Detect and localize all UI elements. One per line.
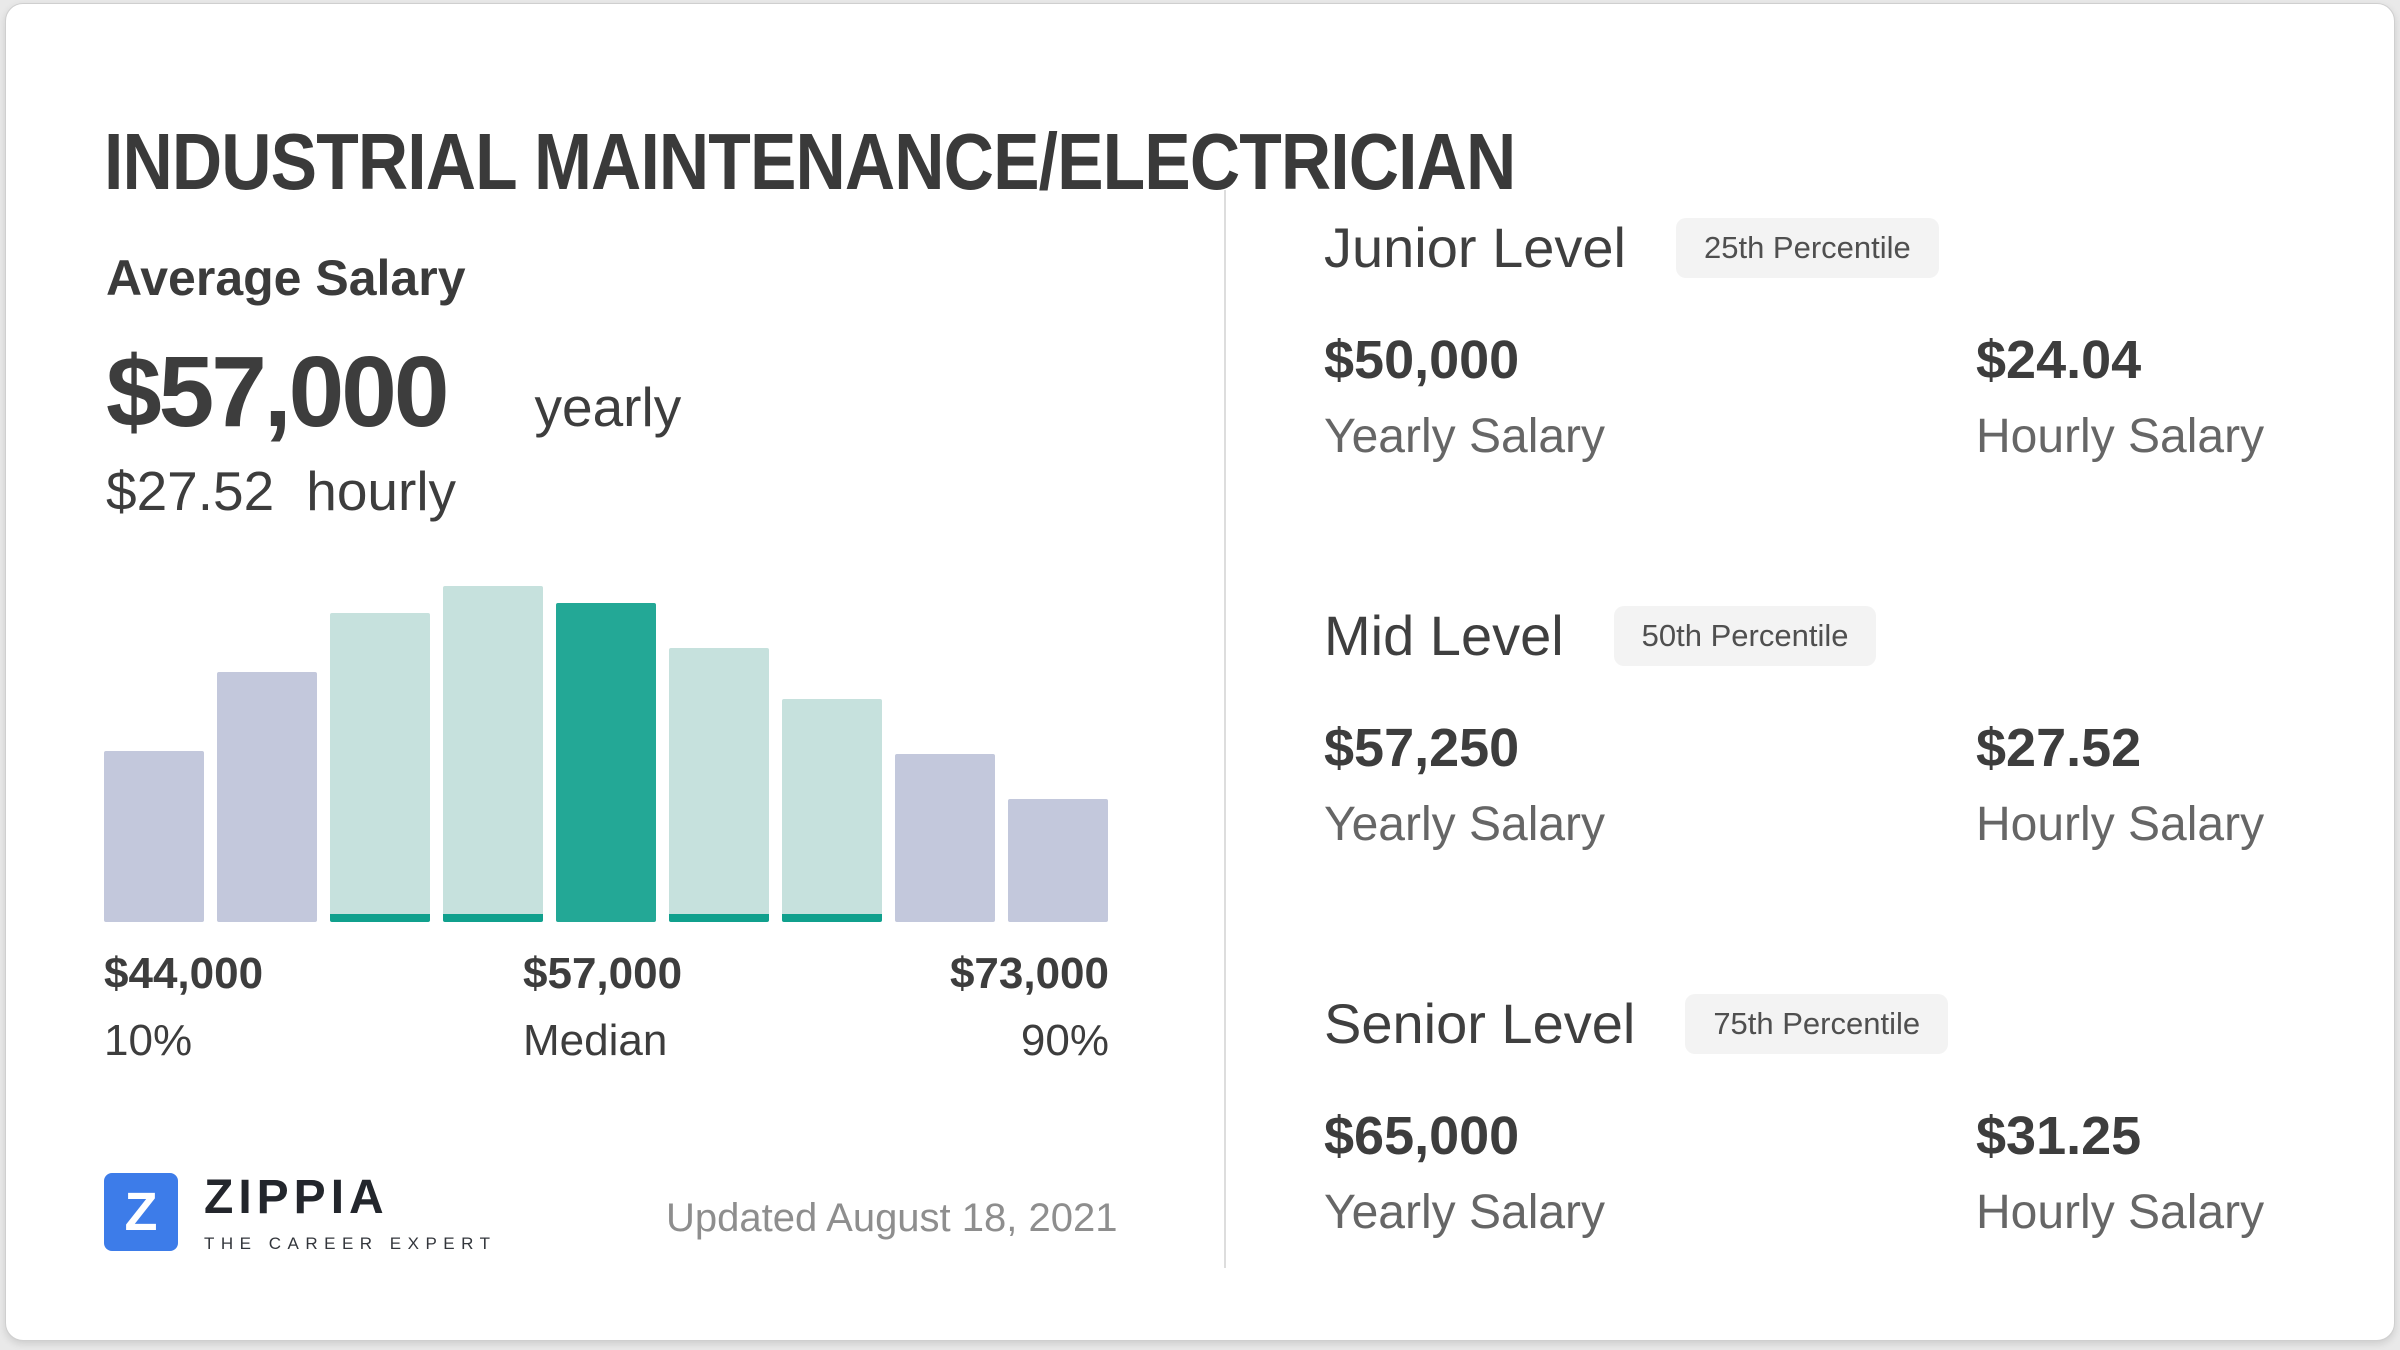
- hourly-salary-value: $24.04: [1976, 330, 2142, 391]
- histogram-bar-5: [556, 603, 656, 922]
- level-values: $50,000 Yearly Salary $24.04 Hourly Sala…: [1324, 333, 2304, 461]
- average-yearly-value: $57,000: [106, 336, 449, 448]
- hourly-salary-value: $31.25: [1976, 1106, 2142, 1167]
- page-title: INDUSTRIAL MAINTENANCE/ELECTRICIAN: [104, 117, 1516, 206]
- hourly-salary-cell: $31.25 Hourly Salary: [1976, 1109, 2304, 1237]
- histogram-bar-9: [1008, 798, 1108, 922]
- average-hourly-row: $27.52 hourly: [106, 459, 456, 523]
- axis-caption: 90%: [1020, 1015, 1109, 1065]
- axis-label-10th: $44,000 10%: [104, 949, 263, 1066]
- zippia-logo-tagline: THE CAREER EXPERT: [204, 1234, 497, 1253]
- hourly-salary-label: Hourly Salary: [1976, 798, 2265, 852]
- histogram-bar-1: [104, 750, 204, 922]
- axis-label-90th: $73,000 90%: [950, 949, 1109, 1066]
- average-yearly-unit: yearly: [534, 376, 682, 438]
- histogram-bar-6: [669, 647, 769, 922]
- average-hourly-value: $27.52: [106, 460, 275, 522]
- level-title: Senior Level: [1324, 992, 1636, 1055]
- level-section-senior: Senior Level 75th Percentile $65,000 Yea…: [1324, 990, 2304, 1237]
- axis-caption: Median: [523, 1015, 668, 1065]
- zippia-logo-icon: Z: [104, 1173, 178, 1251]
- percentile-badge: 25th Percentile: [1675, 217, 1939, 278]
- yearly-salary-value: $65,000: [1324, 1106, 1520, 1167]
- zippia-logo[interactable]: Z ZIPPIA THE CAREER EXPERT: [104, 1170, 497, 1254]
- yearly-salary-cell: $50,000 Yearly Salary: [1324, 333, 1976, 461]
- percentile-badge: 50th Percentile: [1613, 605, 1877, 666]
- histogram-bar-4: [443, 585, 543, 922]
- level-header: Senior Level 75th Percentile: [1324, 990, 2304, 1057]
- zippia-logo-text: ZIPPIA THE CAREER EXPERT: [204, 1170, 497, 1254]
- yearly-salary-cell: $57,250 Yearly Salary: [1324, 721, 1976, 849]
- level-header: Mid Level 50th Percentile: [1324, 602, 2304, 669]
- level-values: $65,000 Yearly Salary $31.25 Hourly Sala…: [1324, 1109, 2304, 1237]
- histogram-bar-2: [217, 671, 317, 922]
- hourly-salary-cell: $27.52 Hourly Salary: [1976, 721, 2304, 849]
- axis-value: $73,000: [949, 949, 1109, 998]
- level-title: Mid Level: [1324, 604, 1564, 667]
- yearly-salary-value: $50,000: [1324, 330, 1520, 391]
- axis-value: $57,000: [523, 949, 683, 998]
- level-title: Junior Level: [1324, 216, 1626, 279]
- histogram-bar-8: [895, 753, 995, 922]
- hourly-salary-value: $27.52: [1976, 718, 2142, 779]
- axis-caption: 10%: [104, 1015, 193, 1065]
- axis-value: $44,000: [104, 949, 264, 998]
- axis-label-median: $57,000 Median: [523, 949, 682, 1066]
- yearly-salary-label: Yearly Salary: [1324, 798, 1606, 852]
- updated-date: Updated August 18, 2021: [666, 1196, 1118, 1240]
- level-section-junior: Junior Level 25th Percentile $50,000 Yea…: [1324, 214, 2304, 461]
- yearly-salary-cell: $65,000 Yearly Salary: [1324, 1109, 1976, 1237]
- chart-axis-labels: $44,000 10% $57,000 Median $73,000 90%: [104, 949, 1109, 1079]
- level-section-mid: Mid Level 50th Percentile $57,250 Yearly…: [1324, 602, 2304, 849]
- salary-card: INDUSTRIAL MAINTENANCE/ELECTRICIAN Avera…: [5, 3, 2395, 1341]
- average-salary-label: Average Salary: [106, 250, 466, 306]
- hourly-salary-cell: $24.04 Hourly Salary: [1976, 333, 2304, 461]
- hourly-salary-label: Hourly Salary: [1976, 1186, 2265, 1240]
- distribution-bars: [104, 579, 1109, 922]
- average-hourly-unit: hourly: [306, 460, 457, 522]
- yearly-salary-label: Yearly Salary: [1324, 1186, 1606, 1240]
- percentile-badge: 75th Percentile: [1685, 993, 1949, 1054]
- level-header: Junior Level 25th Percentile: [1324, 214, 2304, 281]
- average-yearly-row: $57,000 yearly: [106, 342, 681, 442]
- zippia-logo-name: ZIPPIA: [204, 1171, 389, 1224]
- vertical-divider: [1224, 190, 1226, 1268]
- level-values: $57,250 Yearly Salary $27.52 Hourly Sala…: [1324, 721, 2304, 849]
- yearly-salary-label: Yearly Salary: [1324, 410, 1606, 464]
- yearly-salary-value: $57,250: [1324, 718, 1520, 779]
- hourly-salary-label: Hourly Salary: [1976, 410, 2265, 464]
- histogram-bar-3: [330, 613, 430, 922]
- histogram-bar-7: [782, 699, 882, 922]
